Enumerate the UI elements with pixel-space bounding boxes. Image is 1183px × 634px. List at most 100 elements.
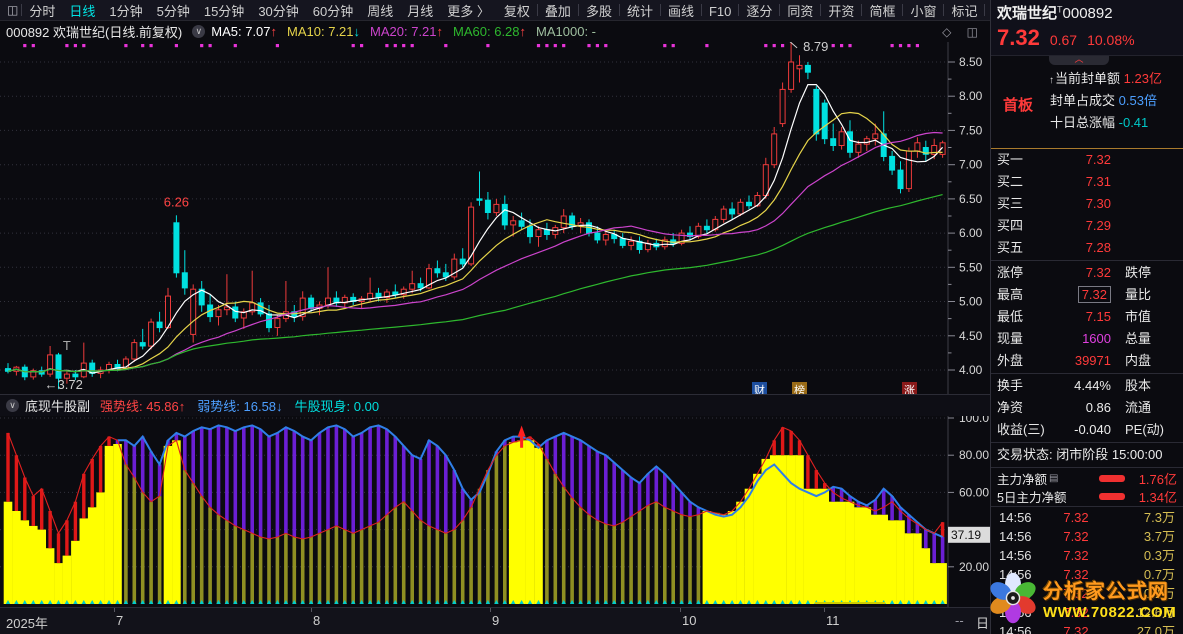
menu-divider bbox=[536, 3, 538, 16]
svg-text:6.26: 6.26 bbox=[164, 194, 189, 209]
menu-divider bbox=[984, 3, 986, 16]
svg-text:7.50: 7.50 bbox=[959, 123, 983, 137]
svg-text:5.00: 5.00 bbox=[959, 295, 983, 309]
menu-item-9[interactable]: 更多 〉 bbox=[447, 3, 490, 19]
svg-text:榜: 榜 bbox=[794, 383, 805, 394]
svg-text:20.00: 20.00 bbox=[959, 560, 989, 574]
svg-text:←3.72: ←3.72 bbox=[45, 377, 83, 392]
tool-item-1[interactable]: 叠加 bbox=[544, 3, 571, 19]
menu-divider bbox=[21, 4, 23, 16]
board-row: 十日总涨幅 -0.41 bbox=[1050, 115, 1149, 130]
tool-item-9[interactable]: 简框 bbox=[869, 3, 896, 19]
svg-text:财: 财 bbox=[754, 383, 765, 394]
indicator-header: ∨ 底现牛股副 强势线: 45.86↑ 弱势线: 16.58↓ 牛股现身: 0.00 bbox=[0, 394, 990, 416]
watermark-site-url: WWW.70822.COM bbox=[1043, 604, 1177, 621]
news-tag[interactable] bbox=[752, 382, 767, 394]
axis-period-label: 日线 bbox=[976, 616, 990, 631]
tool-item-11[interactable]: 标记 bbox=[951, 3, 978, 19]
menu-item-6[interactable]: 60分钟 bbox=[312, 3, 354, 19]
indicator-value-1: 弱势线: 16.58↓ bbox=[197, 399, 283, 414]
tool-item-5[interactable]: F10 bbox=[708, 3, 732, 19]
main-flow-row: 主力净额 ▤ 1.76亿 bbox=[997, 471, 1177, 487]
time-axis-bar[interactable]: 2025年 7 8 9 10 11 -- 日线 bbox=[0, 607, 990, 634]
tool-item-0[interactable]: 复权 bbox=[503, 3, 530, 19]
field-row: 净资 0.86 流通 bbox=[997, 400, 1152, 415]
price-change: 0.67 bbox=[1049, 32, 1078, 48]
tool-item-4[interactable]: 画线 bbox=[667, 3, 694, 19]
svg-text:4.50: 4.50 bbox=[959, 329, 983, 343]
field-row: 换手 4.44% 股本 bbox=[997, 378, 1152, 393]
svg-text:6.50: 6.50 bbox=[959, 192, 983, 206]
indicator-name: 底现牛股副 bbox=[25, 399, 91, 414]
menu-item-1[interactable]: 日线 bbox=[69, 3, 96, 19]
flower-logo-icon bbox=[990, 572, 1036, 624]
news-tag[interactable] bbox=[792, 382, 807, 394]
ma-label-3: MA60: 6.28↑ bbox=[453, 24, 527, 39]
divider bbox=[991, 506, 1183, 507]
axis-month-label: 9 bbox=[492, 613, 500, 628]
chevron-down-icon[interactable]: ∨ bbox=[192, 25, 206, 38]
tool-item-8[interactable]: 开资 bbox=[828, 3, 855, 19]
limit-board-box: ︿ 首板 ↑当前封单额 1.23亿 封单占成交 0.53倍 十日总涨幅 -0.41 bbox=[991, 55, 1183, 149]
bid-row-5: 买五 7.28 bbox=[997, 240, 1111, 255]
main-candlestick-chart[interactable]: 4.00 4.50 5.00 5.50 6.00 6.50 7.00 7.50 8.00 8.50… bbox=[0, 42, 990, 394]
bid-row-1: 买一 7.32 bbox=[997, 152, 1111, 167]
axis-tick bbox=[680, 608, 681, 612]
tick-row-2: 14:56 7.32 0.3万 bbox=[999, 548, 1175, 563]
menu-item-3[interactable]: 5分钟 bbox=[156, 3, 190, 19]
chart-title: 000892 欢瑞世纪(日线.前复权) bbox=[6, 25, 183, 40]
menu-divider bbox=[902, 3, 904, 16]
watermark: 分析家公式网 WWW.70822.COM bbox=[985, 568, 1181, 628]
board-row: 封单占成交 0.53倍 bbox=[1050, 93, 1157, 108]
menu-item-8[interactable]: 月线 bbox=[407, 3, 434, 19]
indicator-value-0: 强势线: 45.86↑ bbox=[100, 399, 186, 414]
news-tag[interactable] bbox=[902, 382, 917, 394]
field-row: 最低 7.15 市值 bbox=[997, 309, 1152, 324]
svg-text:8.50: 8.50 bbox=[959, 55, 983, 69]
chevron-down-icon[interactable]: ∨ bbox=[6, 399, 19, 412]
svg-text:涨: 涨 bbox=[904, 384, 915, 394]
axis-tick bbox=[114, 608, 115, 612]
window-split-icon[interactable]: ◫ bbox=[7, 3, 19, 17]
menu-item-7[interactable]: 周线 bbox=[367, 3, 394, 19]
chart-corner-icons[interactable]: ◇ ◫ bbox=[942, 24, 984, 39]
svg-text:60.00: 60.00 bbox=[959, 485, 989, 499]
field-row: 现量 1600 总量 bbox=[997, 331, 1152, 346]
svg-text:T: T bbox=[63, 338, 71, 353]
top-menu-bar: ◫ 分时 日线 1分钟 5分钟 15分钟 30分钟 60分钟 周线 月线 更多 〉 复权 叠加 多股统… bbox=[0, 0, 1067, 21]
menu-divider bbox=[618, 3, 620, 16]
menu-divider bbox=[779, 3, 781, 16]
divider bbox=[991, 373, 1183, 374]
svg-text:7.00: 7.00 bbox=[959, 158, 983, 172]
svg-text:4.00: 4.00 bbox=[959, 363, 983, 377]
bid-row-4: 买四 7.29 bbox=[997, 218, 1111, 233]
svg-text:6.00: 6.00 bbox=[959, 226, 983, 240]
menu-divider bbox=[820, 3, 822, 16]
axis-tick bbox=[311, 608, 312, 612]
board-row: ↑当前封单额 1.23亿 bbox=[1049, 71, 1162, 86]
tool-item-2[interactable]: 多股 bbox=[585, 3, 612, 19]
quote-header: 欢瑞世纪T000892 7.32 0.67 10.08% bbox=[991, 0, 1183, 56]
menu-item-2[interactable]: 1分钟 bbox=[109, 3, 143, 19]
tool-item-10[interactable]: 小窗 bbox=[910, 3, 937, 19]
collapse-chevron-icon[interactable]: ︿ bbox=[1049, 55, 1109, 65]
divider bbox=[991, 260, 1183, 261]
axis-dashes: -- bbox=[955, 613, 964, 628]
field-row: 收益(三) -0.040 PE(动) bbox=[997, 422, 1165, 437]
indicator-value-2: 牛股现身: 0.00 bbox=[294, 399, 380, 414]
tool-item-3[interactable]: 统计 bbox=[626, 3, 653, 19]
svg-text:5.50: 5.50 bbox=[959, 260, 983, 274]
flow-bar bbox=[1099, 492, 1125, 500]
tool-item-6[interactable]: 逐分 bbox=[746, 3, 773, 19]
menu-item-4[interactable]: 15分钟 bbox=[203, 3, 245, 19]
menu-item-5[interactable]: 30分钟 bbox=[258, 3, 299, 19]
menu-item-0[interactable]: 分时 bbox=[29, 3, 56, 19]
ohlc-info-bar: 000892 欢瑞世纪(日线.前复权) ∨ MA5: 7.07↑ MA10: 7.… bbox=[0, 21, 990, 42]
tool-item-7[interactable]: 同资 bbox=[787, 3, 814, 19]
field-row: 外盘 39971 内盘 bbox=[997, 353, 1152, 368]
menu-divider bbox=[943, 3, 945, 16]
quote-panel: 欢瑞世纪T000892 7.32 0.67 10.08% ︿ 首板 ↑当前封单额… bbox=[990, 0, 1183, 634]
indicator-chart[interactable]: 100.0 80.00 60.00 20.00 37.19 bbox=[0, 416, 990, 607]
